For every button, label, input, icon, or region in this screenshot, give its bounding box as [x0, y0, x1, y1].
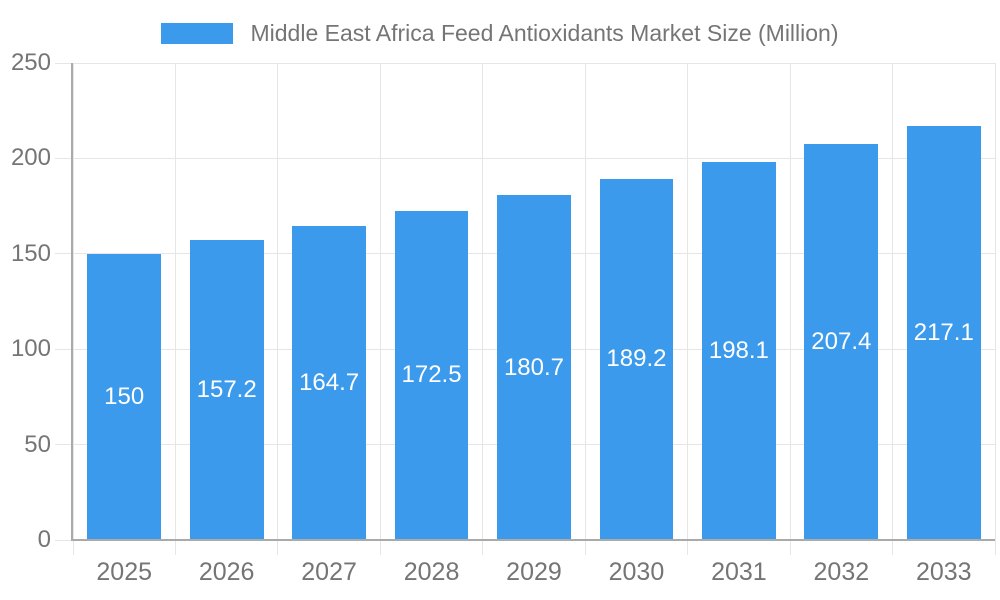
bar-2029: 180.7	[497, 195, 571, 540]
x-axis-line	[71, 539, 995, 541]
bar-value-label: 207.4	[811, 328, 872, 356]
chart-title: Middle East Africa Feed Antioxidants Mar…	[250, 20, 839, 46]
bar-2030: 189.2	[599, 179, 674, 540]
y-axis-tick-label: 50	[24, 430, 51, 458]
y-axis-tick-label: 100	[10, 335, 51, 363]
x-gridline	[892, 63, 894, 555]
bar-2026: 157.2	[189, 240, 264, 540]
x-gridline	[379, 63, 381, 555]
x-gridline	[584, 63, 586, 555]
bar-2025: 150	[87, 253, 162, 540]
x-gridline	[482, 63, 484, 555]
bar-2032: 207.4	[804, 144, 879, 540]
y-gridline	[55, 62, 995, 64]
bar-value-label: 217.1	[913, 318, 974, 346]
x-axis-tick-label: 2025	[96, 558, 153, 586]
x-axis-tick-label: 2027	[301, 558, 357, 586]
x-gridline	[174, 63, 176, 555]
x-axis-tick-label: 2026	[198, 558, 255, 586]
x-axis-tick-label: 2031	[711, 558, 767, 586]
x-axis-tick-label: 2028	[403, 558, 460, 586]
y-axis-line	[71, 63, 73, 540]
bar-value-label: 189.2	[606, 345, 667, 373]
x-gridline	[687, 63, 689, 555]
x-gridline	[277, 63, 279, 555]
x-gridline	[994, 63, 996, 555]
y-axis-tick-label: 200	[10, 144, 51, 172]
bar-2033: 217.1	[906, 125, 981, 540]
bar-2028: 172.5	[394, 210, 469, 540]
bar-value-label: 157.2	[196, 376, 257, 404]
bar-value-label: 150	[104, 382, 145, 410]
x-axis-tick-label: 2032	[813, 558, 870, 586]
bar-2031: 198.1	[702, 162, 776, 540]
bar-value-label: 164.7	[299, 368, 360, 396]
y-axis-tick-label: 0	[37, 526, 51, 553]
x-gridline	[789, 63, 791, 555]
bar-value-label: 180.7	[503, 353, 565, 381]
chart-legend: Middle East Africa Feed Antioxidants Mar…	[0, 20, 1000, 47]
x-axis-tick-label: 2030	[608, 558, 665, 586]
bar-value-label: 198.1	[708, 337, 769, 364]
bar-value-label: 172.5	[401, 361, 462, 389]
plot-area: 150 157.2 164.7 172.5 180.7 189.2 198.1 207.4 21…	[55, 62, 996, 555]
bar-2027: 164.7	[292, 225, 366, 540]
legend-swatch	[161, 23, 234, 44]
y-axis-tick-label: 150	[10, 239, 51, 267]
x-axis-tick-label: 2033	[915, 558, 972, 586]
y-axis-tick-label: 250	[10, 49, 51, 76]
x-axis-tick-label: 2029	[506, 558, 562, 586]
